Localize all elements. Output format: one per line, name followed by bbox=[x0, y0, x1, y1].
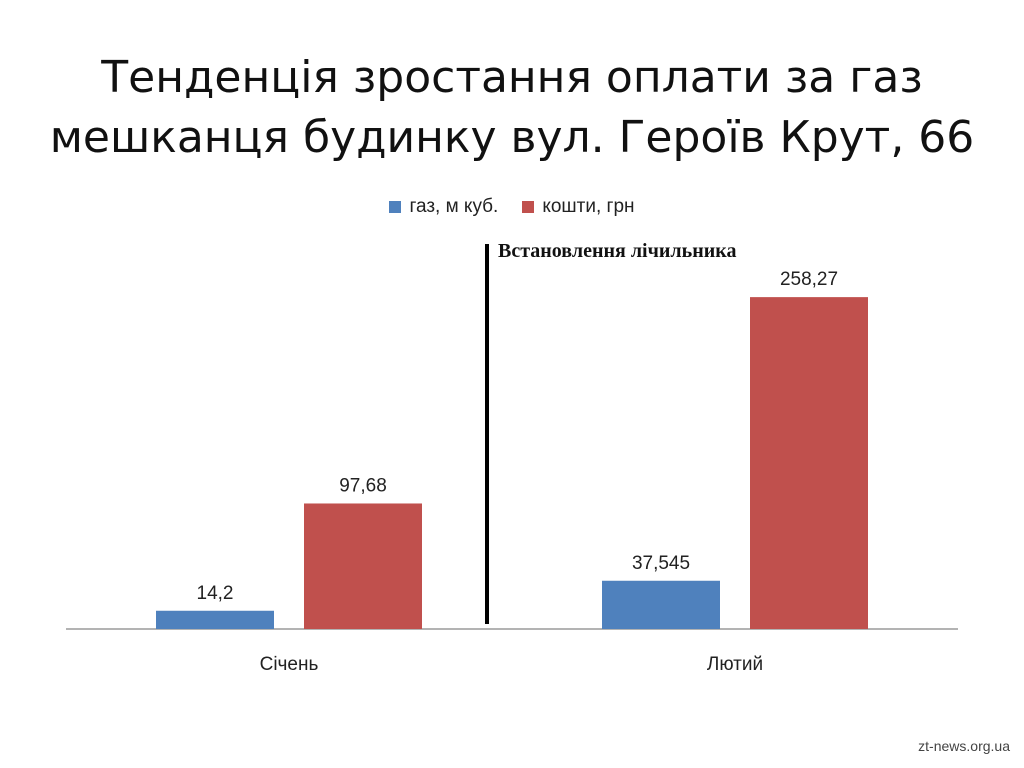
legend: газ, м куб. кошти, грн bbox=[0, 196, 1024, 218]
bar-gas-january bbox=[156, 610, 274, 629]
bar-money-january bbox=[304, 503, 422, 629]
x-tick-label-february: Лютий bbox=[707, 654, 763, 675]
legend-item-gas: газ, м куб. bbox=[389, 196, 498, 218]
title-line-2: мешканця будинку вул. Героїв Крут, 66 bbox=[49, 112, 975, 163]
watermark: zt-news.org.ua bbox=[918, 738, 1010, 754]
title-line-1: Тенденція зростання оплати за газ bbox=[101, 52, 923, 103]
data-label-money-february: 258,27 bbox=[780, 269, 838, 290]
legend-label-gas: газ, м куб. bbox=[409, 196, 499, 217]
legend-label-money: кошти, грн bbox=[542, 196, 635, 217]
data-label-money-january: 97,68 bbox=[339, 475, 387, 496]
bar-gas-february bbox=[602, 580, 720, 629]
data-label-gas-january: 14,2 bbox=[197, 583, 234, 604]
legend-item-money: кошти, грн bbox=[522, 196, 635, 218]
chart-title: Тенденція зростання оплати за газ мешкан… bbox=[0, 48, 1024, 168]
legend-swatch-money bbox=[522, 201, 535, 213]
x-tick-label-january: Січень bbox=[260, 654, 319, 675]
data-label-gas-february: 37,545 bbox=[632, 553, 690, 574]
legend-swatch-gas bbox=[389, 201, 402, 213]
meter-installation-annotation: Встановлення лічильника bbox=[498, 240, 737, 262]
bar-money-february bbox=[750, 297, 868, 629]
